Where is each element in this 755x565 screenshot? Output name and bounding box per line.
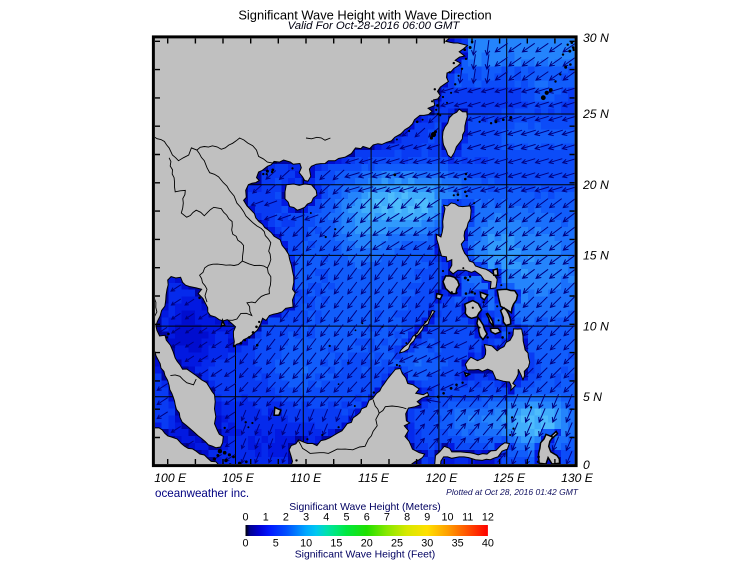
svg-text:115 E: 115 E — [358, 471, 390, 485]
svg-text:30: 30 — [421, 538, 433, 550]
svg-text:0: 0 — [242, 512, 248, 524]
svg-text:105 E: 105 E — [222, 471, 255, 485]
svg-text:25 N: 25 N — [582, 107, 609, 121]
svg-text:40: 40 — [482, 538, 494, 550]
svg-text:8: 8 — [404, 512, 410, 524]
svg-text:3: 3 — [303, 512, 309, 524]
svg-text:120 E: 120 E — [425, 471, 458, 485]
svg-text:10: 10 — [441, 512, 453, 524]
svg-text:5 N: 5 N — [583, 390, 602, 404]
svg-text:oceanweather inc.: oceanweather inc. — [155, 487, 249, 500]
svg-text:130 E: 130 E — [561, 471, 594, 485]
svg-text:7: 7 — [384, 512, 390, 524]
svg-text:15: 15 — [330, 538, 342, 550]
svg-text:5: 5 — [273, 538, 279, 550]
svg-text:30 N: 30 N — [583, 31, 609, 45]
svg-text:100 E: 100 E — [154, 471, 187, 485]
svg-text:20 N: 20 N — [582, 178, 609, 192]
svg-text:25: 25 — [391, 538, 403, 550]
svg-text:9: 9 — [424, 512, 430, 524]
svg-text:125 E: 125 E — [493, 471, 526, 485]
svg-text:10 N: 10 N — [583, 319, 609, 333]
svg-text:0: 0 — [242, 538, 248, 550]
svg-text:20: 20 — [361, 538, 373, 550]
svg-text:10: 10 — [300, 538, 312, 550]
svg-text:Valid For Oct-28-2016 06:00 GM: Valid For Oct-28-2016 06:00 GMT — [288, 20, 461, 32]
svg-text:2: 2 — [283, 512, 289, 524]
svg-text:Significant Wave Height (Feet): Significant Wave Height (Feet) — [295, 550, 436, 561]
svg-text:Plotted at Oct 28, 2016 01:42: Plotted at Oct 28, 2016 01:42 GMT — [446, 487, 579, 497]
svg-text:12: 12 — [482, 512, 494, 524]
svg-text:11: 11 — [462, 512, 473, 524]
svg-text:0: 0 — [583, 458, 590, 472]
svg-text:Significant Wave Height with W: Significant Wave Height with Wave Direct… — [238, 8, 491, 23]
svg-text:5: 5 — [343, 512, 349, 524]
svg-text:1: 1 — [263, 512, 269, 524]
svg-text:6: 6 — [364, 512, 370, 524]
svg-text:15 N: 15 N — [583, 249, 609, 263]
svg-text:110 E: 110 E — [290, 471, 322, 485]
svg-text:Significant Wave Height (Meter: Significant Wave Height (Meters) — [289, 502, 441, 513]
svg-text:4: 4 — [323, 512, 329, 524]
svg-text:35: 35 — [452, 538, 464, 550]
